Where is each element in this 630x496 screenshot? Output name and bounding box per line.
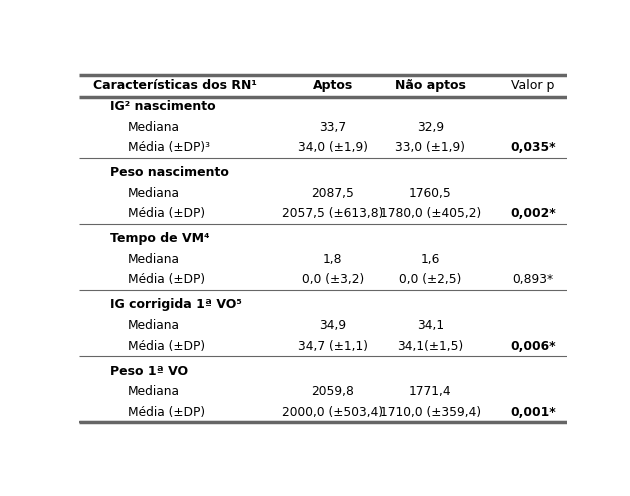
Text: Média (±DP)³: Média (±DP)³ xyxy=(127,141,210,154)
Text: 1780,0 (±405,2): 1780,0 (±405,2) xyxy=(380,207,481,220)
Text: 1771,4: 1771,4 xyxy=(409,385,452,398)
Text: 1710,0 (±359,4): 1710,0 (±359,4) xyxy=(380,406,481,419)
Text: 0,035*: 0,035* xyxy=(510,141,556,154)
Text: 33,0 (±1,9): 33,0 (±1,9) xyxy=(395,141,466,154)
Text: Aptos: Aptos xyxy=(312,79,353,92)
Text: 2087,5: 2087,5 xyxy=(311,187,354,200)
Text: 0,0 (±2,5): 0,0 (±2,5) xyxy=(399,273,462,287)
Text: 2000,0 (±503,4): 2000,0 (±503,4) xyxy=(282,406,383,419)
Text: Média (±DP): Média (±DP) xyxy=(127,273,205,287)
Text: Média (±DP): Média (±DP) xyxy=(127,406,205,419)
Text: Não aptos: Não aptos xyxy=(395,79,466,92)
Text: 34,9: 34,9 xyxy=(319,319,347,332)
Text: 0,006*: 0,006* xyxy=(510,340,556,353)
Text: 32,9: 32,9 xyxy=(416,121,444,134)
Text: Mediana: Mediana xyxy=(127,253,180,266)
Text: Mediana: Mediana xyxy=(127,385,180,398)
Text: Mediana: Mediana xyxy=(127,319,180,332)
Text: 0,002*: 0,002* xyxy=(510,207,556,220)
Text: 2057,5 (±613,8): 2057,5 (±613,8) xyxy=(282,207,383,220)
Text: 0,0 (±3,2): 0,0 (±3,2) xyxy=(302,273,364,287)
Text: 34,0 (±1,9): 34,0 (±1,9) xyxy=(297,141,368,154)
Text: Peso nascimento: Peso nascimento xyxy=(110,166,229,180)
Text: 33,7: 33,7 xyxy=(319,121,347,134)
Text: IG corrigida 1ª VO⁵: IG corrigida 1ª VO⁵ xyxy=(110,299,243,311)
Text: Média (±DP): Média (±DP) xyxy=(127,340,205,353)
Text: Mediana: Mediana xyxy=(127,121,180,134)
Text: 0,893*: 0,893* xyxy=(512,273,553,287)
Text: IG² nascimento: IG² nascimento xyxy=(110,100,216,113)
Text: 34,1(±1,5): 34,1(±1,5) xyxy=(397,340,464,353)
Text: 34,7 (±1,1): 34,7 (±1,1) xyxy=(297,340,368,353)
Text: 34,1: 34,1 xyxy=(416,319,444,332)
Text: Mediana: Mediana xyxy=(127,187,180,200)
Text: 2059,8: 2059,8 xyxy=(311,385,354,398)
Text: 1760,5: 1760,5 xyxy=(409,187,452,200)
Text: Valor p: Valor p xyxy=(511,79,554,92)
Text: Características dos RN¹: Características dos RN¹ xyxy=(93,79,257,92)
Text: 0,001*: 0,001* xyxy=(510,406,556,419)
Text: 1,6: 1,6 xyxy=(421,253,440,266)
Text: Peso 1ª VO: Peso 1ª VO xyxy=(110,365,188,377)
Text: Média (±DP): Média (±DP) xyxy=(127,207,205,220)
Text: 1,8: 1,8 xyxy=(323,253,342,266)
Text: Tempo de VM⁴: Tempo de VM⁴ xyxy=(110,233,210,246)
